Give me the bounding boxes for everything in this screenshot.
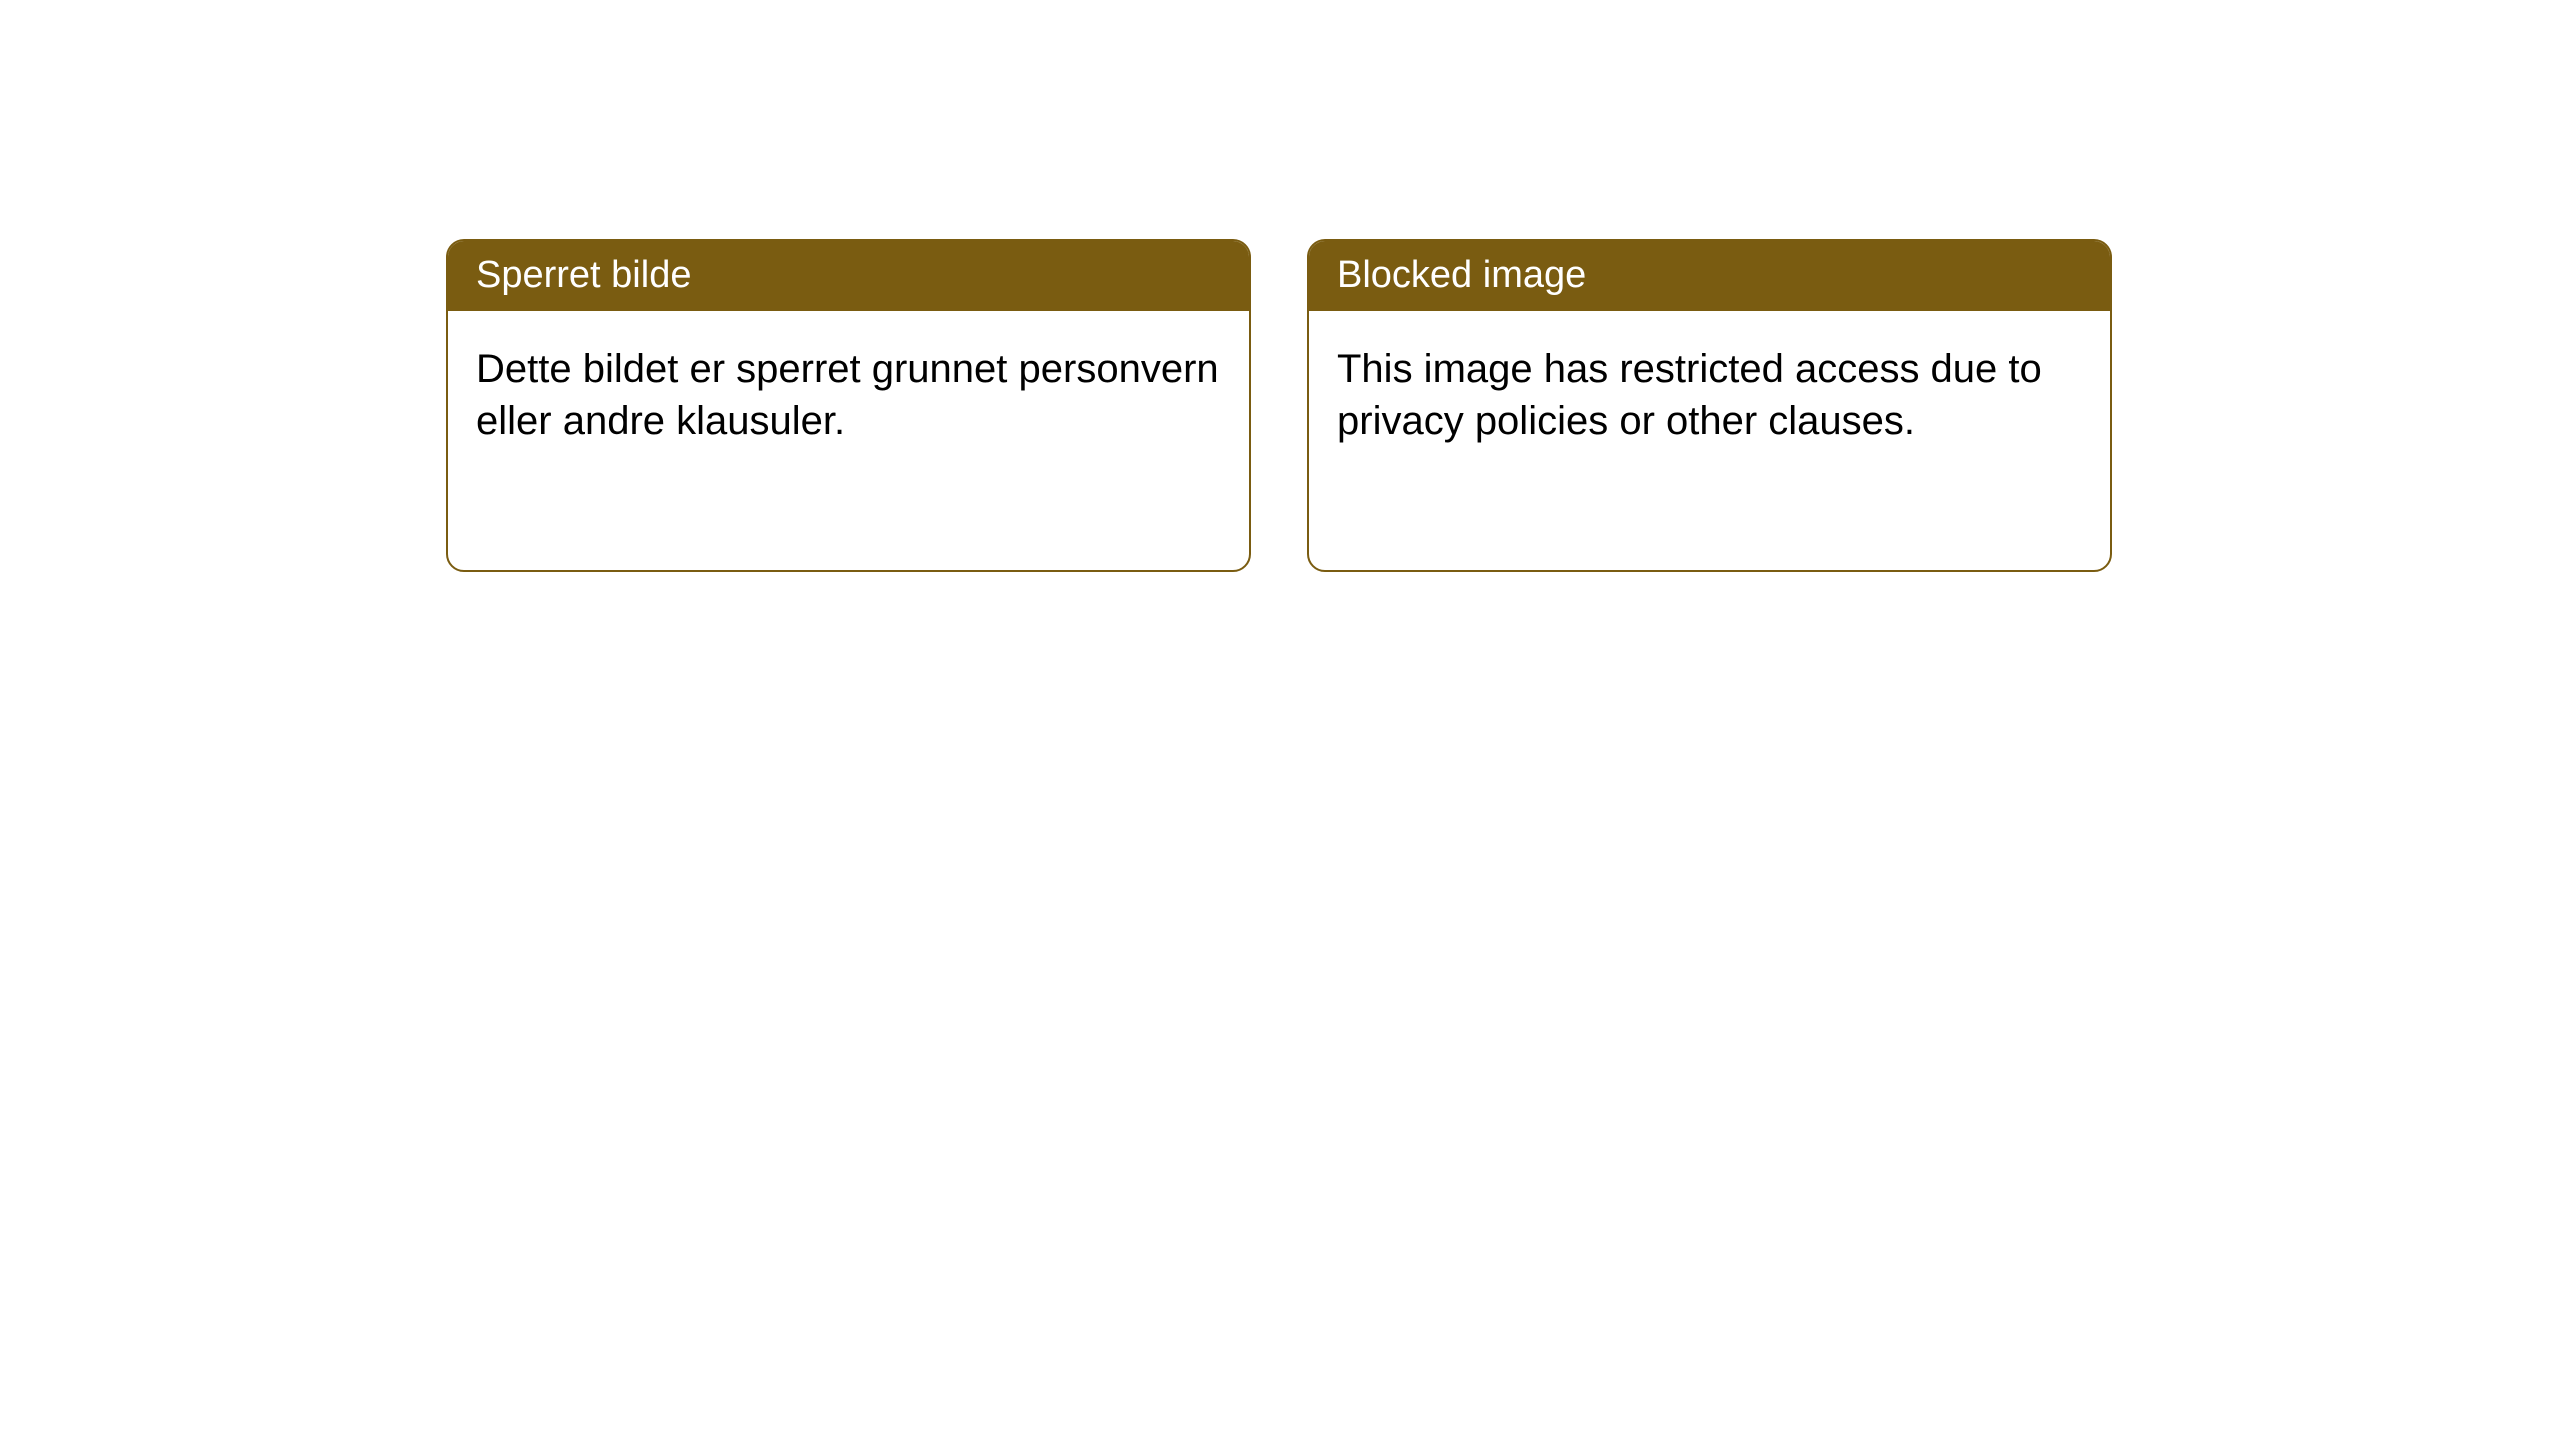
notice-card-title: Blocked image xyxy=(1309,241,2110,311)
notice-card-body: This image has restricted access due to … xyxy=(1309,311,2110,479)
notice-card-norwegian: Sperret bilde Dette bildet er sperret gr… xyxy=(446,239,1251,572)
notice-card-english: Blocked image This image has restricted … xyxy=(1307,239,2112,572)
notice-container: Sperret bilde Dette bildet er sperret gr… xyxy=(0,0,2560,572)
notice-card-body: Dette bildet er sperret grunnet personve… xyxy=(448,311,1249,479)
notice-card-title: Sperret bilde xyxy=(448,241,1249,311)
